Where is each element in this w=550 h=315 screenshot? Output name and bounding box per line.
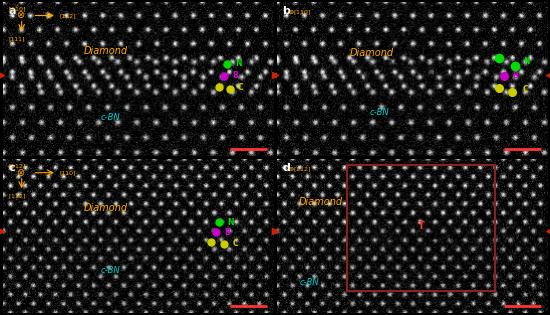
Text: Diamond: Diamond — [83, 46, 128, 56]
Text: C: C — [232, 239, 238, 248]
Text: $\otimes$[11$\bar{2}$]: $\otimes$[11$\bar{2}$] — [288, 165, 312, 175]
Text: c-BN: c-BN — [101, 113, 120, 122]
Text: [111]: [111] — [8, 36, 25, 41]
Text: c-BN: c-BN — [300, 278, 320, 287]
Bar — [347, 165, 495, 291]
Text: c-BN: c-BN — [101, 266, 120, 275]
Text: $\otimes$[1$\bar{1}$0]: $\otimes$[1$\bar{1}$0] — [288, 8, 312, 17]
Text: C: C — [523, 85, 529, 94]
Text: c: c — [8, 163, 15, 173]
Text: N: N — [523, 57, 530, 66]
Text: [112]: [112] — [59, 13, 76, 18]
Text: [1$\bar{1}$0]: [1$\bar{1}$0] — [8, 5, 26, 14]
Text: C: C — [238, 83, 243, 92]
Text: Diamond: Diamond — [83, 203, 128, 213]
Text: Diamond: Diamond — [298, 197, 343, 207]
Text: N: N — [235, 59, 241, 68]
Text: d: d — [283, 163, 290, 173]
Text: [11$\bar{2}$]: [11$\bar{2}$] — [8, 191, 26, 201]
Text: Diamond: Diamond — [350, 48, 394, 58]
Text: a: a — [8, 6, 15, 16]
Text: B: B — [512, 72, 518, 80]
Text: T: T — [418, 221, 425, 231]
Text: [110]: [110] — [59, 170, 76, 175]
Text: ⊗: ⊗ — [16, 10, 24, 20]
Text: N: N — [227, 218, 233, 226]
Text: ⊗: ⊗ — [16, 168, 24, 178]
Text: [11$\bar{2}$]: [11$\bar{2}$] — [8, 162, 26, 171]
Text: c-BN: c-BN — [370, 108, 389, 117]
Text: B: B — [224, 227, 230, 237]
Text: B: B — [232, 72, 238, 80]
Text: b: b — [283, 6, 290, 16]
